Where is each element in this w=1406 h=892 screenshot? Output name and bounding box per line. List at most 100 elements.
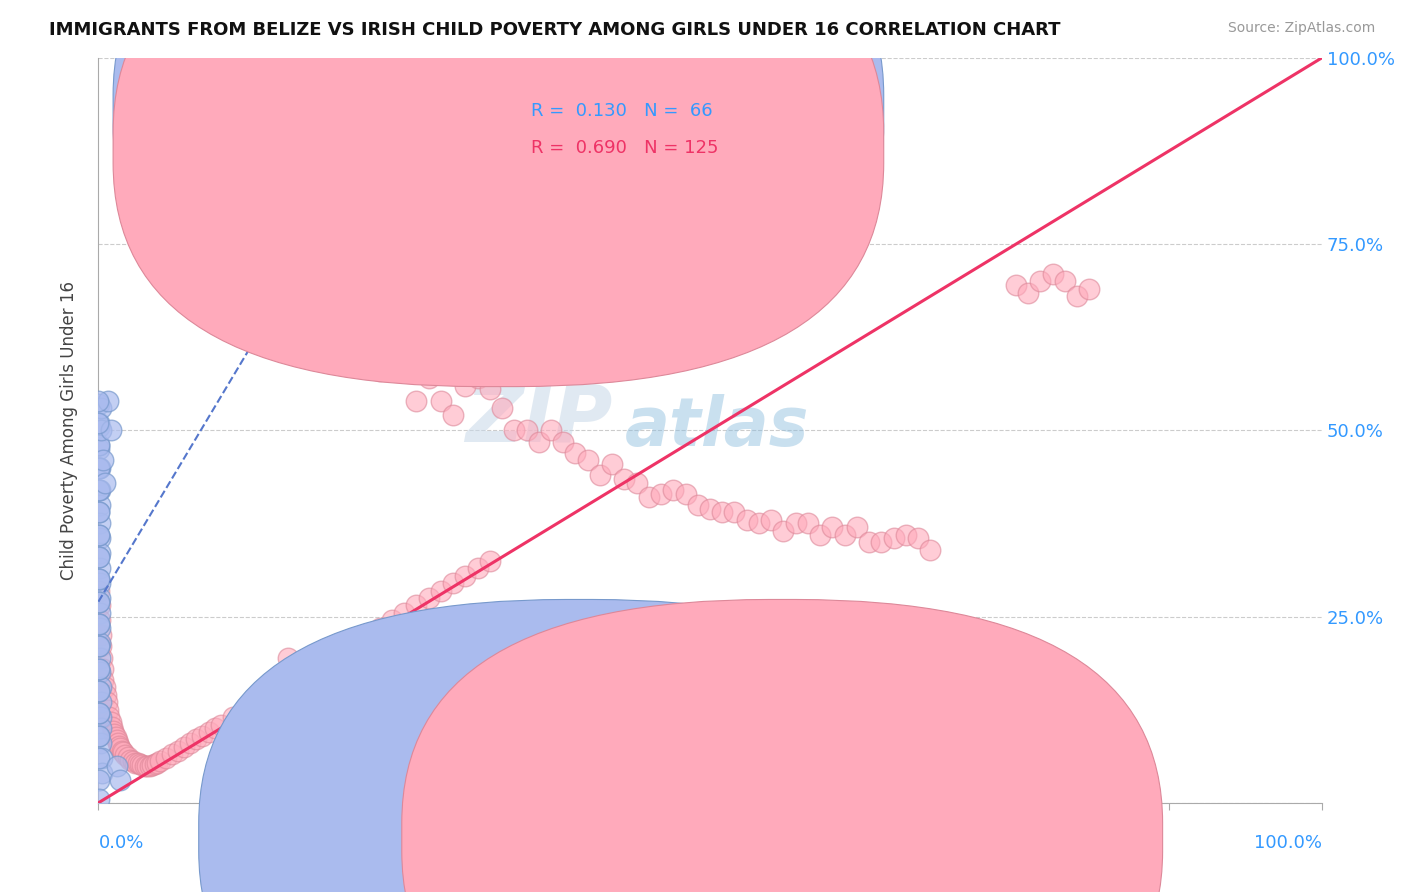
Point <box>97 703 120 717</box>
Point <box>87 662 110 676</box>
Point <box>246 695 269 709</box>
Point <box>405 599 427 613</box>
Point <box>100 715 122 730</box>
Point <box>600 457 623 471</box>
Point <box>87 684 110 698</box>
Point <box>381 613 404 627</box>
Point <box>87 617 110 632</box>
Point <box>87 549 110 564</box>
Point <box>91 766 114 780</box>
Point <box>91 453 114 467</box>
Point <box>1017 285 1039 300</box>
Point <box>89 397 111 411</box>
Point <box>1029 274 1052 288</box>
Point <box>91 673 114 687</box>
Point <box>808 658 831 673</box>
Point <box>89 606 111 620</box>
FancyBboxPatch shape <box>112 0 884 386</box>
Point <box>785 516 807 531</box>
Point <box>191 729 214 743</box>
Point <box>503 423 526 437</box>
Point <box>90 640 112 654</box>
Point <box>111 745 134 759</box>
Point <box>314 219 336 233</box>
Point <box>90 401 112 415</box>
Point <box>527 434 550 449</box>
FancyBboxPatch shape <box>402 599 1163 892</box>
Point <box>564 446 586 460</box>
Point <box>478 554 501 568</box>
Point <box>89 516 111 531</box>
Point <box>821 665 844 680</box>
Point <box>735 513 758 527</box>
Point <box>91 751 114 765</box>
Point <box>626 475 648 490</box>
Point <box>197 725 219 739</box>
FancyBboxPatch shape <box>198 599 959 892</box>
Point <box>155 751 177 765</box>
Point <box>392 349 416 363</box>
Point <box>87 729 110 743</box>
Point <box>454 378 477 392</box>
Text: R =  0.690   N = 125: R = 0.690 N = 125 <box>531 138 718 156</box>
Point <box>956 669 979 683</box>
Point <box>650 486 672 500</box>
Point <box>87 640 110 654</box>
Point <box>283 673 305 687</box>
Point <box>761 513 783 527</box>
Point <box>121 754 143 768</box>
Point <box>368 621 391 635</box>
Point <box>90 423 112 437</box>
Point <box>418 591 440 605</box>
Point <box>662 483 685 497</box>
Point <box>943 662 966 676</box>
Y-axis label: Child Poverty Among Girls Under 16: Child Poverty Among Girls Under 16 <box>59 281 77 580</box>
Point <box>748 516 770 531</box>
Point <box>134 758 156 772</box>
Point <box>845 520 868 534</box>
Point <box>127 756 149 771</box>
Point <box>637 491 661 505</box>
Point <box>821 520 844 534</box>
Point <box>894 527 917 541</box>
Point <box>87 595 110 609</box>
Point <box>1078 282 1101 296</box>
Point <box>1042 267 1064 281</box>
Text: Source: ZipAtlas.com: Source: ZipAtlas.com <box>1227 21 1375 36</box>
Point <box>87 549 110 564</box>
Point <box>797 516 820 531</box>
Point <box>920 542 942 557</box>
Point <box>124 756 146 770</box>
Point <box>89 442 111 456</box>
Point <box>87 640 110 654</box>
Point <box>834 662 856 676</box>
Point <box>89 419 111 434</box>
Text: Immigrants from Belize: Immigrants from Belize <box>603 828 799 846</box>
Point <box>179 736 201 750</box>
Point <box>87 483 110 497</box>
Point <box>576 453 599 467</box>
Point <box>87 527 110 541</box>
Point <box>87 416 110 430</box>
Point <box>368 364 391 378</box>
Point <box>87 729 110 743</box>
Point <box>589 468 612 483</box>
Point <box>141 757 163 772</box>
Point <box>91 662 114 676</box>
Point <box>87 460 110 475</box>
Point <box>467 561 489 575</box>
Point <box>675 486 697 500</box>
Point <box>89 561 111 575</box>
Point <box>136 758 159 772</box>
Point <box>87 505 110 519</box>
Point <box>613 472 636 486</box>
Point <box>89 532 111 546</box>
Point <box>110 773 132 788</box>
Text: atlas: atlas <box>624 393 808 459</box>
Point <box>108 739 131 754</box>
Point <box>87 416 110 430</box>
Point <box>131 757 153 772</box>
Point <box>430 393 453 408</box>
Point <box>89 591 111 605</box>
Point <box>90 695 112 709</box>
